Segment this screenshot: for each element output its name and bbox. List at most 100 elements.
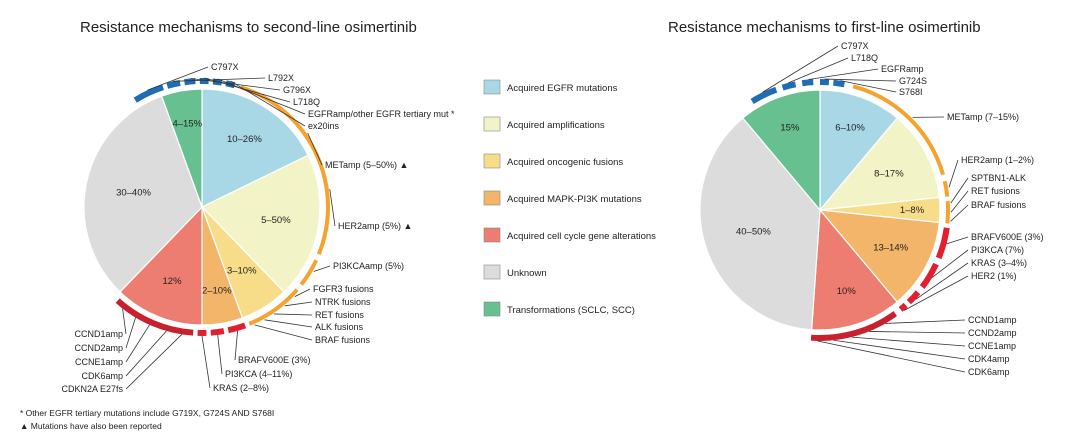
legend-swatch-cellcycle xyxy=(483,227,501,243)
footnote-triangle: ▲ Mutations have also been reported xyxy=(20,421,162,431)
legend-swatch-amp xyxy=(483,116,501,132)
legend-label-unknown: Unknown xyxy=(507,268,547,279)
callout-egfr: EGFRamp/other EGFR tertiary mut * xyxy=(308,109,455,119)
callout-mapk: KRAS (2–8%) xyxy=(213,383,269,393)
callout-mapk: BRAFV600E (3%) xyxy=(238,355,311,365)
slice-label-cellcycle: 10% xyxy=(837,286,857,297)
legend-label-egfr: Acquired EGFR mutations xyxy=(507,83,618,94)
callout-cellcycle: CCNE1amp xyxy=(968,341,1016,351)
legend-label-amp: Acquired amplifications xyxy=(507,120,605,131)
callout-egfr: C797X xyxy=(841,41,869,51)
callout-line xyxy=(234,330,238,361)
annotation-arc-amp xyxy=(942,180,950,197)
slice-label-egfr: 10–26% xyxy=(227,134,262,145)
callout-line xyxy=(284,301,313,307)
legend-label-mapk: Acquired MAPK-PI3K mutations xyxy=(507,194,642,205)
callout-amp: METamp (7–15%) xyxy=(947,112,1019,122)
callout-fusion: RET fusions xyxy=(971,186,1020,196)
callout-line xyxy=(274,313,313,316)
legend-swatch-egfr xyxy=(483,79,501,95)
callout-cellcycle: CCND2amp xyxy=(74,343,123,353)
pie-slice-mapk xyxy=(818,209,941,303)
callout-amp: METamp (5–50%) ▲ xyxy=(325,160,408,170)
legend-swatch-transform xyxy=(483,301,501,317)
annotation-arc-egfr xyxy=(750,86,778,105)
callout-line xyxy=(204,77,291,103)
callout-fusion: RET fusions xyxy=(315,310,364,320)
callout-line xyxy=(904,275,969,311)
annotation-arc-mapk xyxy=(898,302,908,312)
callout-fusion: BRAF fusions xyxy=(315,335,371,345)
legend-swatch-mapk xyxy=(483,190,501,206)
pie-slice-amp xyxy=(818,117,941,211)
callout-mapk: HER2 (1%) xyxy=(971,271,1017,281)
slice-label-mapk: 13–14% xyxy=(873,243,908,254)
annotation-arc-cellcycle xyxy=(810,311,897,341)
annotation-arc-egfr xyxy=(166,79,181,89)
annotation-arc-mapk xyxy=(919,262,939,289)
callout-line xyxy=(122,308,127,335)
callout-line xyxy=(217,78,306,115)
footnote-asterisk: * Other EGFR tertiary mutations include … xyxy=(20,408,274,418)
callout-cellcycle: CCNE1amp xyxy=(75,357,123,367)
annotation-arc-egfr xyxy=(184,78,196,86)
annotation-arc-cellcycle xyxy=(115,298,194,336)
callout-line xyxy=(950,204,969,222)
legend-label-cellcycle: Acquired cell cycle gene alterations xyxy=(507,231,656,242)
slice-label-cellcycle: 12% xyxy=(163,276,183,287)
annotation-arc-amp xyxy=(852,84,945,176)
callout-line xyxy=(201,335,211,389)
slice-label-amp: 8–17% xyxy=(874,168,904,179)
callout-line xyxy=(762,45,839,93)
slice-label-egfr: 6–10% xyxy=(835,122,865,133)
callout-egfr: EGFRamp xyxy=(881,64,924,74)
callout-fusion: BRAF fusions xyxy=(971,200,1027,210)
slice-label-transform: 15% xyxy=(780,122,800,133)
callout-line xyxy=(948,159,959,188)
annotation-arc-egfr xyxy=(781,81,797,91)
callout-mapk: PI3KCA (7%) xyxy=(971,245,1024,255)
pie-slice-unknown xyxy=(699,117,821,331)
callout-line xyxy=(313,265,331,272)
left-pie-chart: 10–26% 5–50% 3–10% 2–10% 12% 30–40% 4–15% C797X… xyxy=(61,62,455,394)
callout-cellcycle: CDK4amp xyxy=(968,354,1010,364)
annotation-arc-egfr xyxy=(833,79,845,88)
callout-fusion: NTRK fusions xyxy=(315,297,371,307)
left-chart-title: Resistance mechanisms to second-line osi… xyxy=(80,19,417,36)
right-chart-title: Resistance mechanisms to first-line osim… xyxy=(668,19,981,36)
callout-cellcycle: CDKN2A E27fs xyxy=(61,384,123,394)
annotation-arc-mapk xyxy=(906,290,921,305)
callout-cellcycle: CCND2amp xyxy=(968,328,1017,338)
callout-line xyxy=(851,336,966,347)
legend-label-fusion: Acquired oncogenic fusions xyxy=(507,157,623,168)
callout-amp: HER2amp (5%) ▲ xyxy=(338,221,412,231)
callout-line xyxy=(125,334,183,390)
callout-fusion: ALK fusions xyxy=(315,322,364,332)
callout-cellcycle: CCND1amp xyxy=(74,329,123,339)
callout-line xyxy=(817,340,966,373)
annotation-arc-egfr xyxy=(133,84,165,103)
pie-slice-cellcycle xyxy=(119,205,203,326)
callout-line xyxy=(125,330,167,377)
pie-slice-egfr xyxy=(819,89,898,212)
callout-line xyxy=(840,80,897,93)
annotation-arc-mapk xyxy=(935,227,950,260)
callout-fusion: SPTBN1-ALK xyxy=(971,173,1026,183)
callout-line xyxy=(788,57,849,84)
callout-egfr: S768I xyxy=(899,87,923,97)
callout-fusion: FGFR3 fusions xyxy=(313,284,374,294)
callout-line xyxy=(125,324,150,363)
slice-label-unknown: 30–40% xyxy=(116,187,151,198)
annotation-arc-mapk xyxy=(227,322,247,334)
callout-line xyxy=(824,78,897,82)
callout-cellcycle: CDK6amp xyxy=(81,371,123,381)
callout-egfr: ex20ins xyxy=(308,121,340,131)
callout-line xyxy=(869,331,966,334)
callout-line xyxy=(950,190,969,213)
slice-label-amp: 5–50% xyxy=(261,215,291,226)
callout-line xyxy=(217,334,223,375)
pie-slice-cellcycle xyxy=(810,208,898,331)
legend-label-transform: Transformations (SCLC, SCC) xyxy=(507,305,635,316)
slice-label-unknown: 40–50% xyxy=(736,227,771,238)
